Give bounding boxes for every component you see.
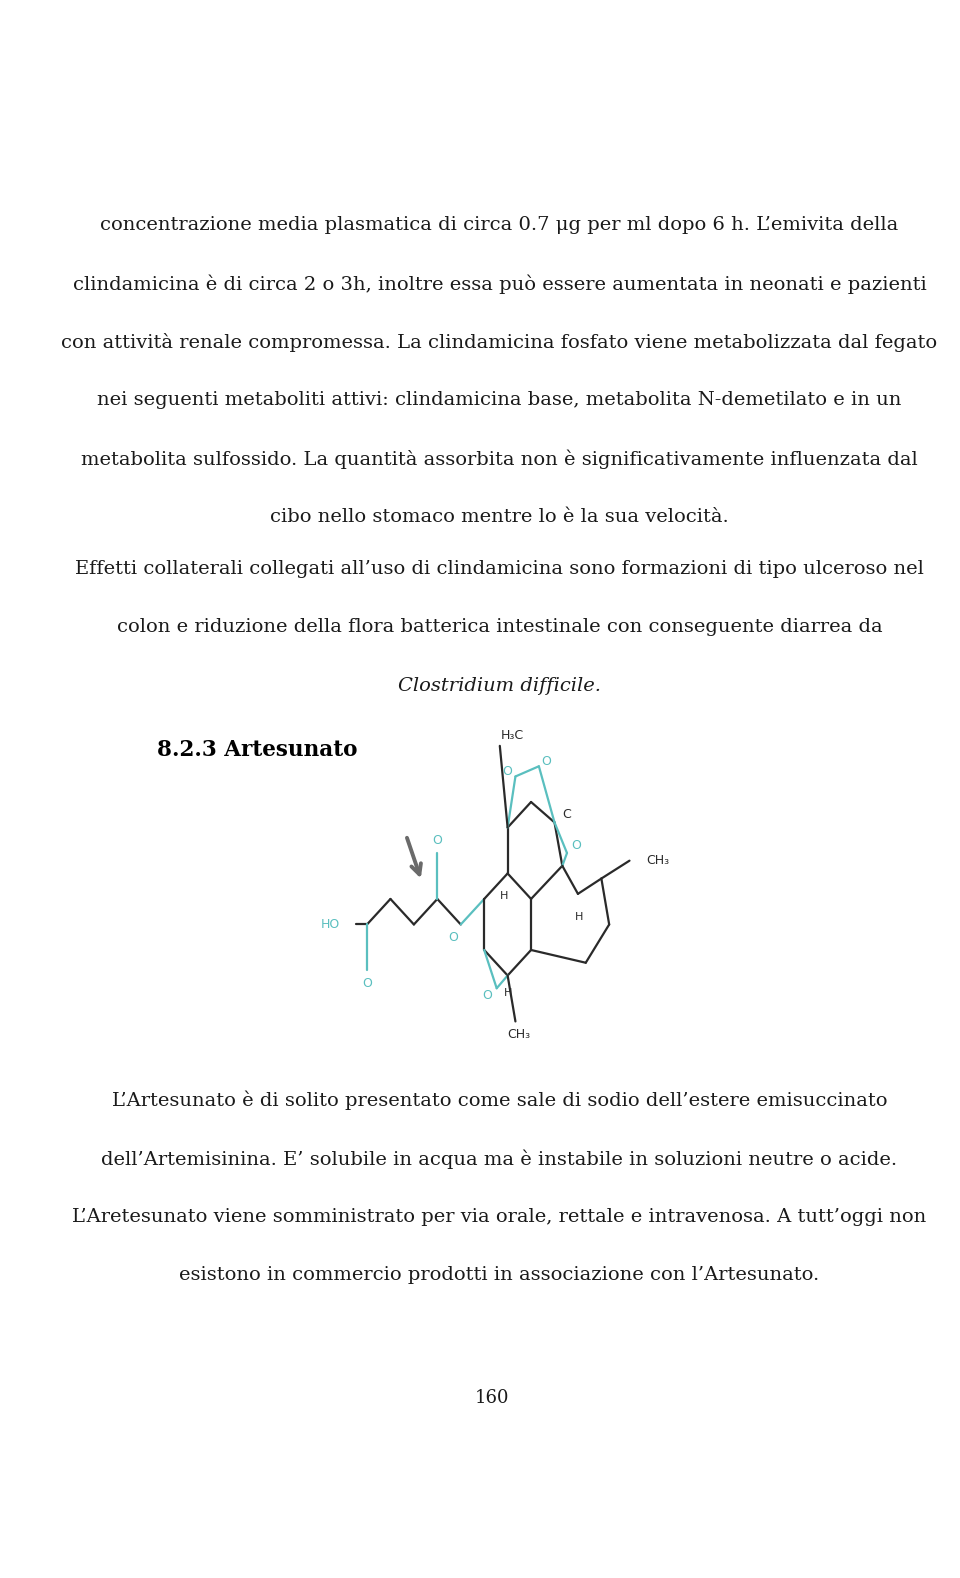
- Text: 160: 160: [475, 1389, 509, 1406]
- Text: H: H: [503, 988, 512, 999]
- Text: O: O: [503, 765, 513, 778]
- Text: CH₃: CH₃: [647, 854, 670, 868]
- Text: Effetti collaterali collegati all’uso di clindamicina sono formazioni di tipo ul: Effetti collaterali collegati all’uso di…: [75, 560, 924, 578]
- Text: C: C: [563, 808, 571, 821]
- Text: O: O: [432, 833, 443, 847]
- Text: L’Aretesunato viene somministrato per via orale, rettale e intravenosa. A tutt’o: L’Aretesunato viene somministrato per vi…: [72, 1207, 926, 1226]
- Text: con attività renale compromessa. La clindamicina fosfato viene metabolizzata dal: con attività renale compromessa. La clin…: [61, 333, 938, 352]
- Text: HO: HO: [322, 918, 341, 931]
- Text: esistono in commercio prodotti in associazione con l’Artesunato.: esistono in commercio prodotti in associ…: [180, 1266, 820, 1284]
- Text: concentrazione media plasmatica di circa 0.7 μg per ml dopo 6 h. L’emivita della: concentrazione media plasmatica di circa…: [100, 216, 899, 234]
- Text: O: O: [362, 977, 372, 989]
- Text: 8.2.3 Artesunato: 8.2.3 Artesunato: [157, 739, 358, 761]
- Text: nei seguenti metaboliti attivi: clindamicina base, metabolita N-demetilato e in : nei seguenti metaboliti attivi: clindami…: [97, 391, 901, 409]
- Text: Clostridium difficile.: Clostridium difficile.: [398, 677, 601, 694]
- Text: H₃C: H₃C: [501, 729, 524, 742]
- Text: clindamicina è di circa 2 o 3h, inoltre essa può essere aumentata in neonati e p: clindamicina è di circa 2 o 3h, inoltre …: [73, 275, 926, 294]
- Text: O: O: [482, 989, 492, 1002]
- Text: O: O: [541, 754, 552, 767]
- Text: O: O: [571, 839, 582, 852]
- Text: CH₃: CH₃: [507, 1027, 530, 1041]
- Text: colon e riduzione della flora batterica intestinale con conseguente diarrea da: colon e riduzione della flora batterica …: [116, 619, 882, 636]
- Text: cibo nello stomaco mentre lo è la sua velocità.: cibo nello stomaco mentre lo è la sua ve…: [270, 508, 729, 525]
- Text: metabolita sulfossido. La quantità assorbita non è significativamente influenzat: metabolita sulfossido. La quantità assor…: [81, 450, 918, 469]
- Text: H: H: [500, 892, 509, 901]
- Text: O: O: [448, 931, 458, 944]
- Text: H: H: [575, 912, 584, 922]
- Text: L’Artesunato è di solito presentato come sale di sodio dell’estere emisuccinato: L’Artesunato è di solito presentato come…: [111, 1090, 887, 1111]
- Text: dell’Artemisinina. E’ solubile in acqua ma è instabile in soluzioni neutre o aci: dell’Artemisinina. E’ solubile in acqua …: [102, 1149, 898, 1169]
